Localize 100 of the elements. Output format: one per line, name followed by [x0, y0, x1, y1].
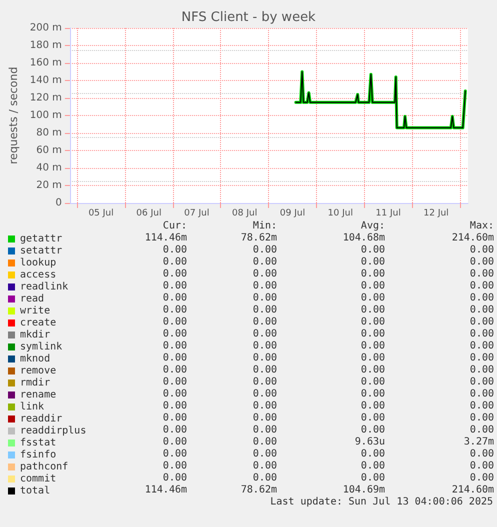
- text: 0.00: [470, 268, 494, 280]
- text: 0.00: [252, 412, 278, 424]
- x-tick-label: 05 Jul: [88, 208, 114, 218]
- text: 0.00: [360, 448, 386, 460]
- text: 0.00: [470, 328, 494, 340]
- text: 0.00: [360, 244, 386, 256]
- text: 0.00: [360, 280, 386, 292]
- text: 0.00: [360, 352, 386, 364]
- text: 0.00: [360, 376, 386, 388]
- text: 0.00: [162, 460, 188, 472]
- text: 0.00: [162, 256, 188, 268]
- text: 0.00: [162, 448, 188, 460]
- text: 9.63u: [354, 436, 386, 448]
- text: 0.00: [470, 388, 494, 400]
- y-tick-label: 20 m: [36, 180, 62, 191]
- text: 0.00: [162, 316, 188, 328]
- text: 0.00: [470, 304, 494, 316]
- legend-label: create: [20, 318, 56, 328]
- text: 0.00: [162, 424, 188, 436]
- legend-label: commit: [20, 474, 56, 484]
- legend-label: rename: [20, 390, 56, 400]
- text: 104.68m: [342, 232, 386, 244]
- legend-label: readdir: [20, 414, 62, 424]
- text: 0.00: [162, 244, 188, 256]
- legend-label: getattr: [20, 234, 62, 244]
- text: 214.60m: [452, 484, 494, 496]
- text: 0.00: [162, 388, 188, 400]
- text: 0.00: [252, 268, 278, 280]
- text: 0.00: [360, 292, 386, 304]
- x-tick-label: 10 Jul: [328, 208, 353, 218]
- text: 0.00: [162, 304, 188, 316]
- text: 0.00: [162, 364, 188, 376]
- text: 0.00: [470, 424, 494, 436]
- text: 0.00: [252, 448, 278, 460]
- legend-label: readdirplus: [20, 426, 86, 436]
- text: 0.00: [470, 244, 494, 256]
- text: 0.00: [470, 448, 494, 460]
- y-tick-label: 200 m: [30, 22, 62, 34]
- y-tick-label: 60 m: [36, 145, 62, 156]
- y-tick-label: 40 m: [36, 162, 62, 174]
- legend-label: read: [20, 294, 44, 304]
- text: 0.00: [360, 256, 386, 268]
- legend-label: readlink: [20, 282, 68, 292]
- text: 0.00: [360, 400, 386, 412]
- text: 0.00: [360, 328, 386, 340]
- legend-label: lookup: [20, 258, 56, 268]
- text: 0.00: [252, 424, 278, 436]
- text: 0.00: [252, 340, 278, 352]
- text: 0.00: [360, 424, 386, 436]
- text: 0.00: [470, 352, 494, 364]
- y-tick-label: 80 m: [36, 128, 62, 138]
- text: 0.00: [162, 328, 188, 340]
- x-tick-label: 06 Jul: [136, 208, 162, 218]
- text: 0.00: [470, 364, 494, 376]
- legend-label: symlink: [20, 342, 62, 352]
- text: 0.00: [360, 340, 386, 352]
- text: 0.00: [252, 292, 278, 304]
- legend-label: write: [20, 306, 50, 316]
- text: 0.00: [252, 376, 278, 388]
- text: 0.00: [360, 304, 386, 316]
- text: 0.00: [470, 376, 494, 388]
- text: Max:: [470, 220, 494, 232]
- text: 114.46m: [144, 232, 188, 244]
- text: 0.00: [162, 436, 188, 448]
- text: 0.00: [360, 460, 386, 472]
- text: 0.00: [252, 244, 278, 256]
- y-tick-label: 140 m: [30, 75, 62, 86]
- text: 0.00: [470, 256, 494, 268]
- text: 0.00: [162, 340, 188, 352]
- text: 0.00: [252, 316, 278, 328]
- text: 0.00: [252, 328, 278, 340]
- chart-title: NFS Client - by week: [181, 10, 316, 25]
- text: 0.00: [162, 292, 188, 304]
- legend-label: mkdir: [20, 330, 50, 340]
- text: 0.00: [252, 436, 278, 448]
- text: 0.00: [252, 256, 278, 268]
- text: 0.00: [360, 268, 386, 280]
- legend-label: access: [20, 270, 56, 280]
- text: Cur:: [162, 220, 188, 232]
- text: 0.00: [360, 412, 386, 424]
- text: 0.00: [360, 388, 386, 400]
- text: 0.00: [162, 352, 188, 364]
- legend-label: fsstat: [20, 438, 56, 448]
- y-axis-title: requests / second: [7, 66, 20, 164]
- text: Avg:: [360, 220, 386, 232]
- text: 104.69m: [342, 484, 386, 496]
- legend-label: fsinfo: [20, 450, 56, 460]
- x-tick-label: 09 Jul: [280, 208, 306, 218]
- legend-label: setattr: [20, 246, 62, 256]
- text: 0.00: [470, 412, 494, 424]
- text: 0.00: [470, 472, 494, 484]
- text: 0.00: [162, 412, 188, 424]
- text: 0.00: [360, 472, 386, 484]
- text: 0.00: [162, 472, 188, 484]
- text: 0.00: [162, 400, 188, 412]
- y-tick-label: 180 m: [30, 40, 62, 51]
- legend-label: mknod: [20, 354, 50, 364]
- text: 0.00: [470, 460, 494, 472]
- text: 0.00: [252, 472, 278, 484]
- text: 0.00: [252, 280, 278, 292]
